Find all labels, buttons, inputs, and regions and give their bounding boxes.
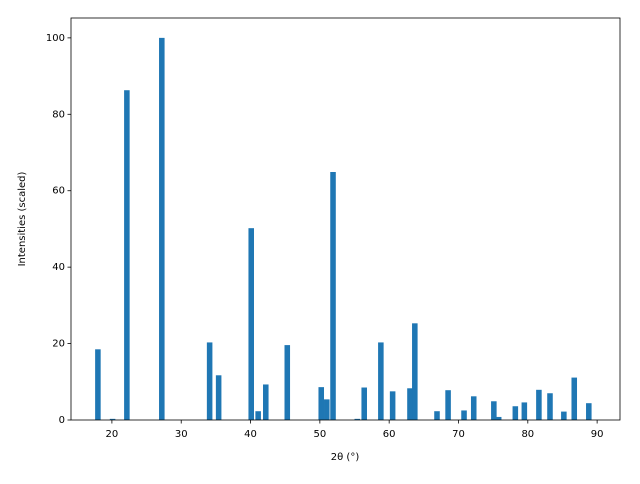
y-tick-label: 80 — [52, 109, 65, 120]
bar — [159, 37, 165, 420]
bar — [389, 391, 396, 420]
x-tick-label: 20 — [106, 429, 119, 440]
plot-frame — [70, 17, 621, 421]
bar — [512, 406, 519, 420]
bar — [124, 90, 130, 420]
bar — [284, 345, 291, 420]
bar — [109, 418, 116, 420]
bar — [412, 323, 418, 420]
x-tick-label: 80 — [521, 429, 534, 440]
y-tick-label: 60 — [52, 186, 65, 197]
x-axis-label: 2θ (°) — [331, 452, 360, 463]
x-tick-label: 70 — [452, 429, 465, 440]
bar — [255, 411, 261, 420]
bar — [461, 410, 467, 420]
y-tick-label: 100 — [46, 33, 65, 44]
bar — [330, 171, 336, 420]
bar — [248, 228, 254, 420]
y-tick-label: 0 — [59, 415, 65, 426]
bar — [536, 389, 542, 420]
bar — [215, 375, 222, 420]
bar — [318, 387, 325, 420]
bar — [206, 342, 213, 420]
bar — [561, 411, 567, 420]
x-tick-label: 50 — [313, 429, 326, 440]
bar — [324, 399, 330, 420]
x-tick-label: 40 — [244, 429, 257, 440]
bar — [95, 349, 101, 420]
bar — [547, 393, 553, 420]
bar — [521, 402, 528, 420]
x-tick-label: 90 — [591, 429, 604, 440]
bar — [586, 403, 592, 420]
bar — [495, 416, 502, 420]
y-tick-label: 40 — [52, 262, 65, 273]
x-tick-label: 60 — [383, 429, 396, 440]
bar — [378, 342, 384, 420]
bar — [434, 411, 440, 420]
bar — [361, 387, 367, 420]
bar — [354, 418, 361, 420]
bar — [263, 384, 269, 420]
y-tick-label: 20 — [52, 339, 65, 350]
y-axis-label: Intensities (scaled) — [17, 171, 28, 266]
bar — [491, 401, 497, 420]
bar — [470, 396, 477, 420]
bar — [445, 390, 451, 420]
bar — [407, 388, 413, 420]
bar — [571, 377, 578, 420]
x-tick-label: 30 — [175, 429, 188, 440]
